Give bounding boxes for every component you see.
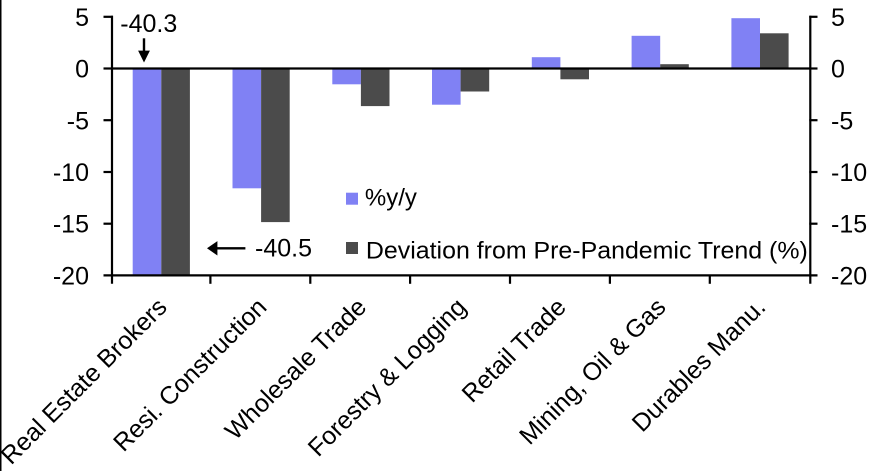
svg-text:-15: -15 bbox=[53, 211, 89, 239]
svg-text:-10: -10 bbox=[831, 159, 867, 187]
svg-text:0: 0 bbox=[831, 56, 845, 84]
svg-text:-5: -5 bbox=[67, 107, 89, 135]
svg-text:-10: -10 bbox=[53, 159, 89, 187]
svg-text:-5: -5 bbox=[831, 107, 853, 135]
svg-text:-20: -20 bbox=[831, 262, 867, 290]
svg-text:%y/y: %y/y bbox=[365, 185, 417, 212]
svg-text:-20: -20 bbox=[53, 262, 89, 290]
svg-text:0: 0 bbox=[75, 56, 89, 84]
svg-text:5: 5 bbox=[75, 4, 89, 32]
svg-text:Deviation from Pre-Pandemic Tr: Deviation from Pre-Pandemic Trend (%) bbox=[366, 237, 808, 264]
svg-text:-40.3: -40.3 bbox=[120, 10, 177, 38]
svg-text:5: 5 bbox=[831, 4, 845, 32]
svg-text:-15: -15 bbox=[831, 211, 867, 239]
svg-text:-40.5: -40.5 bbox=[255, 234, 312, 262]
